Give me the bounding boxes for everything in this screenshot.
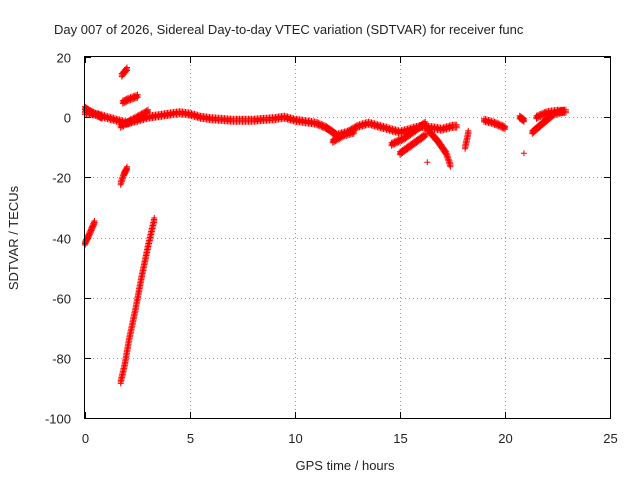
x-tick-label: 0 xyxy=(82,431,89,446)
axis-ticks xyxy=(85,57,611,419)
grid xyxy=(85,57,610,418)
x-tick-label: 25 xyxy=(603,431,617,446)
sdtvar-points xyxy=(82,64,569,387)
y-tick-label: -20 xyxy=(52,171,71,186)
x-tick-label: 5 xyxy=(187,431,194,446)
y-tick-label: -80 xyxy=(52,352,71,367)
x-axis-label: GPS time / hours xyxy=(296,458,395,473)
y-tick-label: -100 xyxy=(45,412,71,427)
x-tick-label: 20 xyxy=(498,431,512,446)
x-tick-labels: 0 5 10 15 20 25 xyxy=(82,431,618,446)
data-points xyxy=(82,64,569,387)
y-axis-label: SDTVAR / TECUs xyxy=(6,185,21,290)
y-tick-label: -40 xyxy=(52,232,71,247)
x-tick-label: 15 xyxy=(393,431,407,446)
x-tick-label: 10 xyxy=(288,431,302,446)
y-tick-label: 0 xyxy=(64,111,71,126)
y-tick-label: 20 xyxy=(57,51,71,66)
chart-title: Day 007 of 2026, Sidereal Day-to-day VTE… xyxy=(54,22,524,37)
y-tick-labels: -100 -80 -60 -40 -20 0 20 xyxy=(45,51,71,427)
plot-frame xyxy=(84,56,611,419)
y-tick-label: -60 xyxy=(52,292,71,307)
